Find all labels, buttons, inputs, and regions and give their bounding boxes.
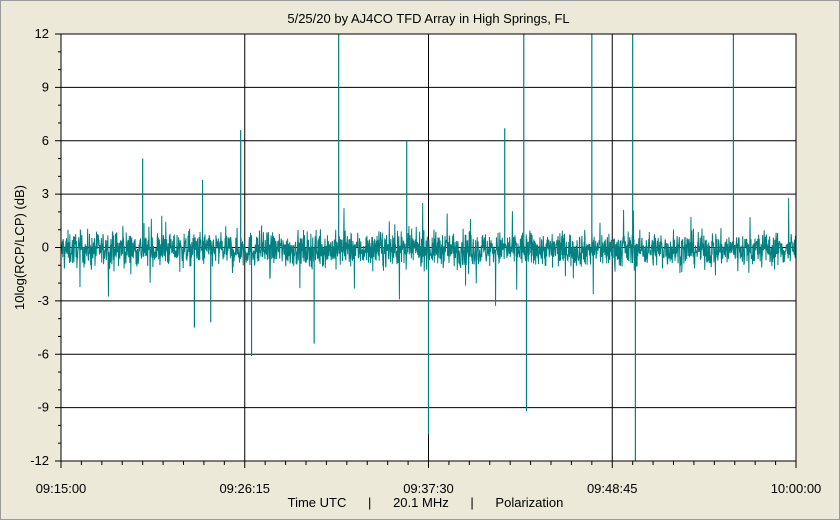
y-tick-label: 3 <box>42 186 49 201</box>
x-tick-label: 09:26:15 <box>219 481 270 496</box>
y-tick-label: -12 <box>30 453 49 468</box>
y-tick-label: 12 <box>35 26 49 41</box>
x-tick-label: 09:15:00 <box>36 481 87 496</box>
x-tick-label: 09:48:45 <box>587 481 638 496</box>
x-axis-label: Time UTC | 20.1 MHz | Polarization <box>288 495 564 510</box>
y-tick-label: 6 <box>42 133 49 148</box>
chart-title: 5/25/20 by AJ4CO TFD Array in High Sprin… <box>287 11 569 26</box>
x-tick-label: 09:37:30 <box>403 481 454 496</box>
y-tick-label: -3 <box>37 293 49 308</box>
y-tick-label: -6 <box>37 346 49 361</box>
plot-border <box>60 33 797 462</box>
y-tick-label: -9 <box>37 400 49 415</box>
x-tick-label: 10:00:00 <box>771 481 822 496</box>
y-axis-label: 10log(RCP/LCP) (dB) <box>12 185 27 310</box>
y-tick-label: 0 <box>42 240 49 255</box>
y-tick-label: 9 <box>42 79 49 94</box>
